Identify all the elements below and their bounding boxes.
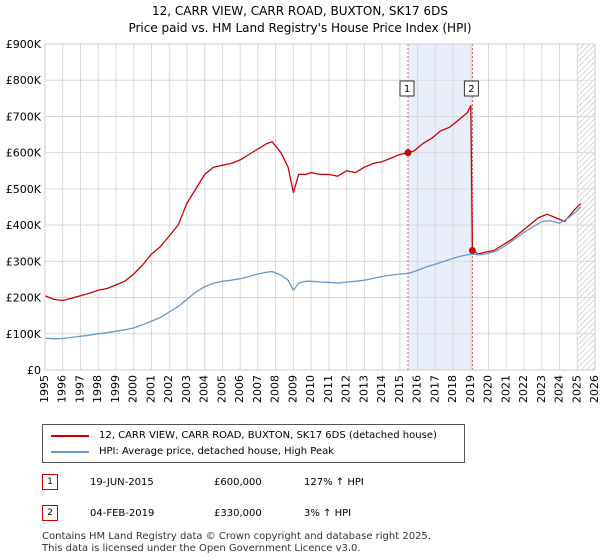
x-tick-label: 2018	[446, 375, 459, 403]
x-tick-label: 2024	[553, 375, 566, 403]
x-tick-label: 2010	[304, 375, 317, 403]
sale-hpi-2: 3% ↑ HPI	[304, 508, 352, 519]
sale-price-1: £600,000	[214, 477, 262, 488]
y-tick-label: £900K	[6, 38, 42, 51]
x-tick-label: 2000	[127, 375, 140, 403]
sale-date-2: 04-FEB-2019	[90, 508, 155, 519]
x-tick-label: 1999	[109, 375, 122, 403]
chart-legend: 12, CARR VIEW, CARR ROAD, BUXTON, SK17 6…	[42, 424, 465, 463]
plot-area	[45, 44, 595, 370]
series-line-property	[44, 104, 582, 302]
sale-label-2: 2	[468, 84, 474, 95]
price-chart: £0 £100K £200K £300K £400K £500K £600K £700K £80…	[6, 38, 600, 403]
sale-hpi-1: 127% ↑ HPI	[304, 477, 364, 488]
y-tick-label: £100K	[6, 328, 42, 341]
x-tick-label: 2026	[588, 375, 600, 403]
sale-label-1: 1	[404, 84, 410, 95]
x-tick-label: 2004	[198, 375, 211, 403]
x-tick-label: 2015	[393, 375, 406, 403]
sale-marker-1: 1	[42, 474, 58, 490]
x-tick-label: 1995	[38, 375, 51, 403]
y-tick-label: £400K	[6, 219, 42, 232]
x-tick-label: 1998	[91, 375, 104, 403]
sale-label-box-2	[463, 80, 479, 97]
legend-line-hpi	[51, 451, 89, 453]
sale-marker-2: 2	[42, 505, 58, 521]
x-tick-label: 2001	[144, 375, 157, 403]
chart-title: 12, CARR VIEW, CARR ROAD, BUXTON, SK17 6…	[152, 4, 448, 18]
x-tick-label: 2025	[570, 375, 583, 403]
x-tick-label: 2009	[286, 375, 299, 403]
x-tick-label: 2012	[340, 375, 353, 403]
forecast-hatch	[577, 44, 595, 370]
y-tick-label: £200K	[6, 292, 42, 305]
footer-license: This data is licensed under the Open Gov…	[42, 543, 361, 554]
y-tick-label: £300K	[6, 255, 42, 268]
x-tick-label: 1997	[73, 375, 86, 403]
x-tick-label: 2007	[251, 375, 264, 403]
y-tick-label: £800K	[6, 74, 42, 87]
sale-point-2	[468, 246, 476, 254]
y-tick-label: £700K	[6, 110, 42, 123]
x-tick-label: 2003	[180, 375, 193, 403]
y-tick-label: £600K	[6, 147, 42, 160]
x-tick-label: 1996	[56, 375, 69, 403]
x-tick-label: 2014	[375, 375, 388, 403]
legend-label-hpi: HPI: Average price, detached house, High…	[99, 446, 335, 457]
y-tick-label: £500K	[6, 183, 42, 196]
sale-date-1: 19-JUN-2015	[90, 477, 154, 488]
footer-copyright: Contains HM Land Registry data © Crown c…	[42, 531, 431, 542]
x-tick-label: 2005	[215, 375, 228, 403]
x-tick-label: 2019	[464, 375, 477, 403]
x-tick-label: 2017	[428, 375, 441, 403]
legend-line-property	[51, 435, 89, 437]
x-tick-label: 2011	[322, 375, 335, 403]
chart-subtitle: Price paid vs. HM Land Registry's House …	[128, 21, 472, 35]
x-tick-label: 2008	[269, 375, 282, 403]
legend-label-property: 12, CARR VIEW, CARR ROAD, BUXTON, SK17 6…	[99, 430, 437, 441]
x-tick-label: 2006	[233, 375, 246, 403]
x-tick-label: 2023	[535, 375, 548, 403]
x-tick-label: 2013	[357, 375, 370, 403]
x-tick-label: 2022	[517, 375, 530, 403]
x-tick-label: 2020	[482, 375, 495, 403]
sale-period-shade	[408, 44, 473, 370]
plot-border	[44, 43, 596, 371]
sale-price-2: £330,000	[214, 508, 262, 519]
x-tick-label: 2021	[499, 375, 512, 403]
sale-point-1	[404, 149, 412, 157]
x-tick-label: 2002	[162, 375, 175, 403]
series-line-hpi	[44, 206, 582, 340]
x-tick-label: 2016	[411, 375, 424, 403]
y-tick-label: £0	[27, 364, 41, 377]
sale-label-box-1	[399, 80, 415, 97]
